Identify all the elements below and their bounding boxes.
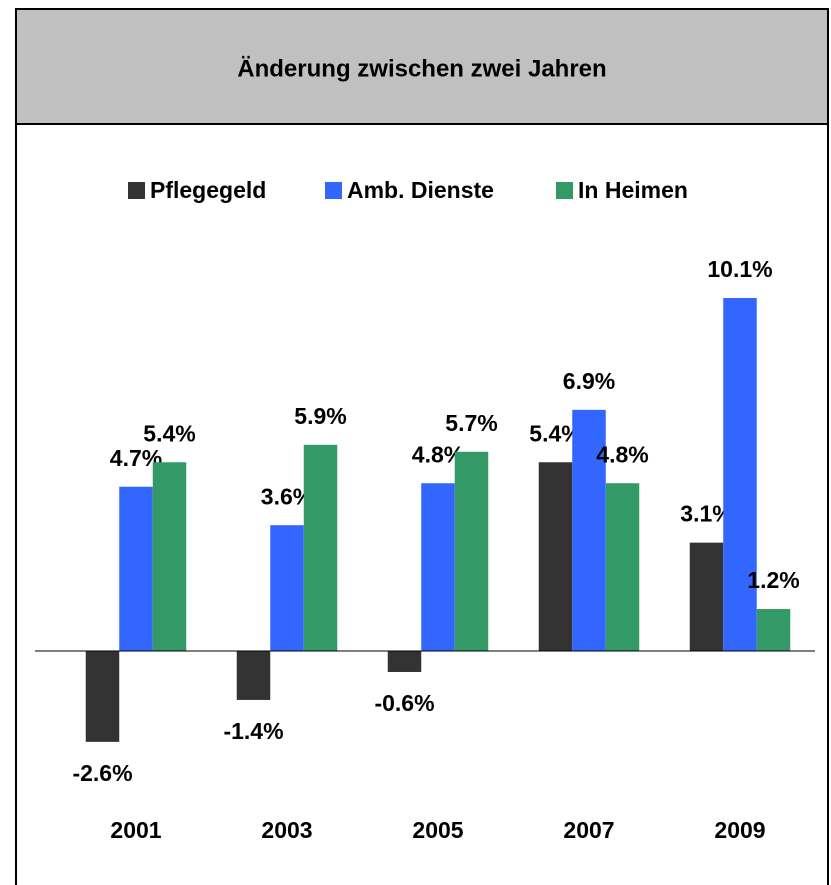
bar xyxy=(605,483,640,651)
legend-label: In Heimen xyxy=(578,177,688,203)
bar xyxy=(421,483,455,651)
bar xyxy=(270,525,304,651)
legend-swatch xyxy=(325,182,342,199)
chart-title: Änderung zwischen zwei Jahren xyxy=(237,55,606,82)
bar xyxy=(538,462,573,651)
x-tick-label: 2007 xyxy=(563,817,614,843)
bar xyxy=(303,444,338,651)
bar xyxy=(152,462,187,651)
bar xyxy=(85,651,120,742)
data-label: 4.8% xyxy=(596,441,648,467)
data-label: -1.4% xyxy=(223,718,283,744)
data-label: 5.4% xyxy=(143,420,195,446)
data-label: -2.6% xyxy=(72,760,132,786)
x-tick-label: 2001 xyxy=(110,817,161,843)
data-label: -0.6% xyxy=(374,690,434,716)
data-label: 10.1% xyxy=(707,256,772,282)
bar xyxy=(454,451,489,651)
legend-label: Pflegegeld xyxy=(150,177,266,203)
data-label: 1.2% xyxy=(747,567,799,593)
x-tick-label: 2005 xyxy=(412,817,463,843)
legend-swatch xyxy=(556,182,573,199)
legend-swatch xyxy=(128,182,145,199)
data-label: 5.9% xyxy=(294,403,346,429)
frame xyxy=(15,8,829,885)
x-tick-label: 2003 xyxy=(261,817,312,843)
bar xyxy=(119,486,153,651)
data-label: 6.9% xyxy=(563,368,615,394)
legend-label: Amb. Dienste xyxy=(347,177,494,203)
bar xyxy=(689,542,724,651)
bar xyxy=(236,651,271,700)
data-label: 5.7% xyxy=(445,410,497,436)
bar xyxy=(572,409,606,651)
bar xyxy=(387,651,422,672)
title-band xyxy=(15,8,829,125)
bar xyxy=(723,298,757,651)
x-tick-label: 2009 xyxy=(714,817,765,843)
bar xyxy=(756,609,791,651)
